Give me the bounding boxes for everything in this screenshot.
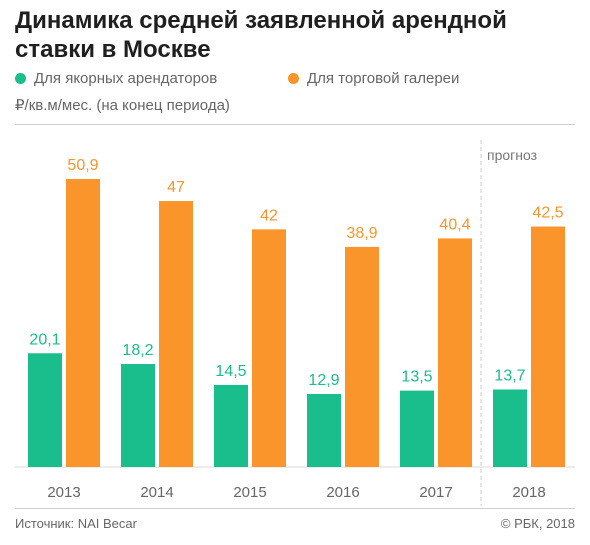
bar-anchor-2017	[400, 390, 434, 467]
data-label-gallery-2014: 47	[167, 179, 185, 196]
bar-gallery-2016	[345, 246, 379, 467]
unit-label: ₽/кв.м/мес. (на конец периода)	[15, 97, 230, 114]
forecast-label: прогноз	[487, 147, 537, 163]
data-label-anchor-2014: 18,2	[122, 342, 153, 359]
data-label-anchor-2016: 12,9	[308, 372, 339, 389]
data-label-gallery-2017: 40,4	[439, 216, 470, 233]
x-tick-label-2015: 2015	[233, 484, 266, 501]
legend-label-gallery: Для торговой галереи	[307, 70, 460, 87]
bar-anchor-2018	[493, 389, 527, 467]
legend-swatch-gallery	[288, 73, 299, 84]
copyright-note: © РБК, 2018	[500, 516, 575, 531]
data-label-gallery-2015: 42	[260, 207, 278, 224]
bar-gallery-2014	[159, 201, 193, 467]
bar-gallery-2018	[531, 226, 565, 467]
data-label-anchor-2017: 13,5	[401, 369, 432, 386]
bar-gallery-2013	[66, 179, 100, 467]
bar-anchor-2015	[214, 384, 248, 467]
x-tick-label-2014: 2014	[140, 484, 173, 501]
top-rule	[15, 124, 575, 125]
x-tick-label-2018: 2018	[512, 484, 545, 501]
data-label-anchor-2015: 14,5	[215, 363, 246, 380]
legend-swatch-anchor	[15, 73, 26, 84]
data-label-gallery-2013: 50,9	[67, 157, 98, 174]
source-note: Источник: NAI Becar	[15, 516, 137, 531]
bar-anchor-2016	[307, 394, 341, 467]
chart-title: Динамика средней заявленной арендной ста…	[15, 7, 507, 63]
data-label-gallery-2018: 42,5	[532, 205, 563, 222]
bar-gallery-2015	[252, 229, 286, 467]
bottom-rule	[15, 508, 575, 509]
bar-anchor-2014	[121, 364, 155, 467]
data-label-gallery-2016: 38,9	[346, 225, 377, 242]
data-label-anchor-2013: 20,1	[29, 331, 60, 348]
bar-anchor-2013	[28, 353, 62, 467]
x-tick-label-2017: 2017	[419, 484, 452, 501]
x-tick-label-2016: 2016	[326, 484, 359, 501]
data-label-anchor-2018: 13,7	[494, 367, 525, 384]
x-tick-label-2013: 2013	[47, 484, 80, 501]
bar-gallery-2017	[438, 238, 472, 467]
legend-label-anchor: Для якорных арендаторов	[34, 70, 218, 87]
